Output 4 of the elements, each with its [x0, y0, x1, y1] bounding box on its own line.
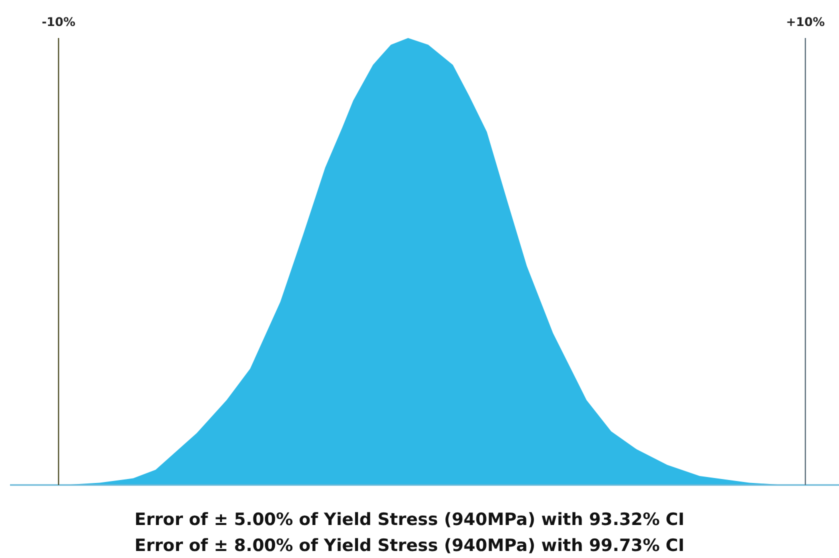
text: Error of ± 8.00% of Yield Stress (940MPa) with 99.73% CI — [134, 536, 684, 556]
x-tick-label: +10% — [786, 15, 825, 29]
x-tick-label: -10% — [42, 15, 76, 29]
text: Error of ± 5.00% of Yield Stress (940MPa) with 93.32% CI — [134, 510, 684, 530]
